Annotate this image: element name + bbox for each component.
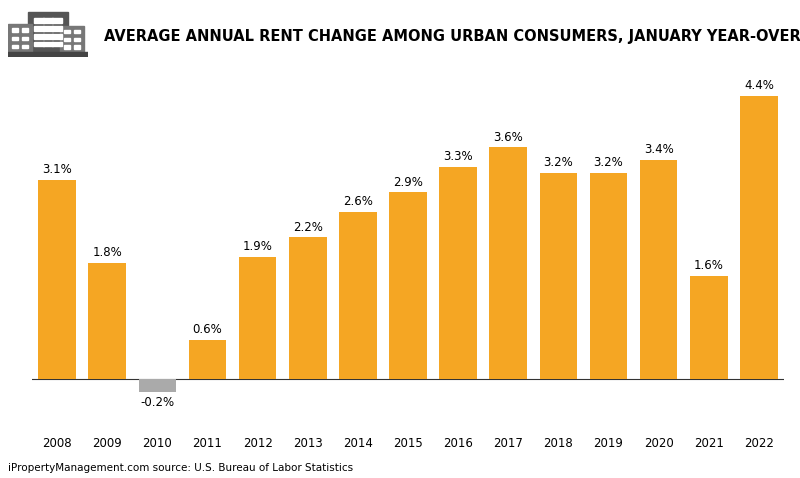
Text: 2.6%: 2.6%: [343, 195, 373, 208]
Bar: [43, 18, 53, 23]
Text: 2.2%: 2.2%: [293, 220, 322, 234]
Bar: [389, 192, 427, 379]
Text: 3.2%: 3.2%: [543, 156, 574, 169]
Text: 3.1%: 3.1%: [42, 163, 72, 176]
Bar: [34, 42, 44, 46]
Bar: [38, 180, 76, 379]
Bar: [539, 173, 577, 379]
Text: 3.6%: 3.6%: [494, 130, 523, 143]
Text: AVERAGE ANNUAL RENT CHANGE AMONG URBAN CONSUMERS, JANUARY YEAR-OVER-YEAR: AVERAGE ANNUAL RENT CHANGE AMONG URBAN C…: [104, 29, 800, 43]
Bar: [439, 167, 477, 379]
Bar: [64, 45, 70, 49]
Bar: [34, 26, 44, 31]
Text: 3.4%: 3.4%: [644, 143, 674, 156]
Bar: [28, 12, 68, 53]
Bar: [43, 42, 53, 46]
Bar: [52, 26, 62, 31]
Bar: [43, 26, 53, 31]
Text: 0.6%: 0.6%: [193, 324, 222, 337]
Text: -0.2%: -0.2%: [140, 396, 174, 409]
Bar: [640, 160, 678, 379]
Bar: [88, 263, 126, 379]
Bar: [11, 45, 18, 48]
Bar: [289, 238, 326, 379]
Bar: [238, 257, 277, 379]
Bar: [74, 38, 80, 41]
Bar: [8, 24, 32, 53]
Bar: [189, 340, 226, 379]
Bar: [74, 45, 80, 49]
Bar: [52, 34, 62, 39]
Bar: [690, 276, 728, 379]
Bar: [22, 36, 29, 40]
Bar: [34, 18, 44, 23]
Text: 3.2%: 3.2%: [594, 156, 623, 169]
Bar: [52, 18, 62, 23]
Bar: [64, 30, 70, 33]
Bar: [22, 45, 29, 48]
Text: 1.6%: 1.6%: [694, 259, 724, 272]
Text: 1.9%: 1.9%: [242, 240, 273, 253]
Text: 2.9%: 2.9%: [393, 175, 423, 188]
Bar: [11, 36, 18, 40]
Bar: [11, 28, 18, 32]
Bar: [8, 52, 88, 57]
Text: 1.8%: 1.8%: [92, 246, 122, 259]
Bar: [52, 42, 62, 46]
Bar: [590, 173, 627, 379]
Text: 4.4%: 4.4%: [744, 79, 774, 92]
Bar: [43, 34, 53, 39]
Bar: [138, 379, 176, 391]
Text: 3.3%: 3.3%: [443, 150, 473, 163]
Bar: [60, 26, 84, 53]
Bar: [339, 212, 377, 379]
Bar: [490, 147, 527, 379]
Bar: [740, 96, 778, 379]
Bar: [74, 30, 80, 33]
Bar: [34, 34, 44, 39]
Bar: [22, 28, 29, 32]
Text: iPropertyManagement.com source: U.S. Bureau of Labor Statistics: iPropertyManagement.com source: U.S. Bur…: [8, 463, 353, 473]
Bar: [64, 38, 70, 41]
